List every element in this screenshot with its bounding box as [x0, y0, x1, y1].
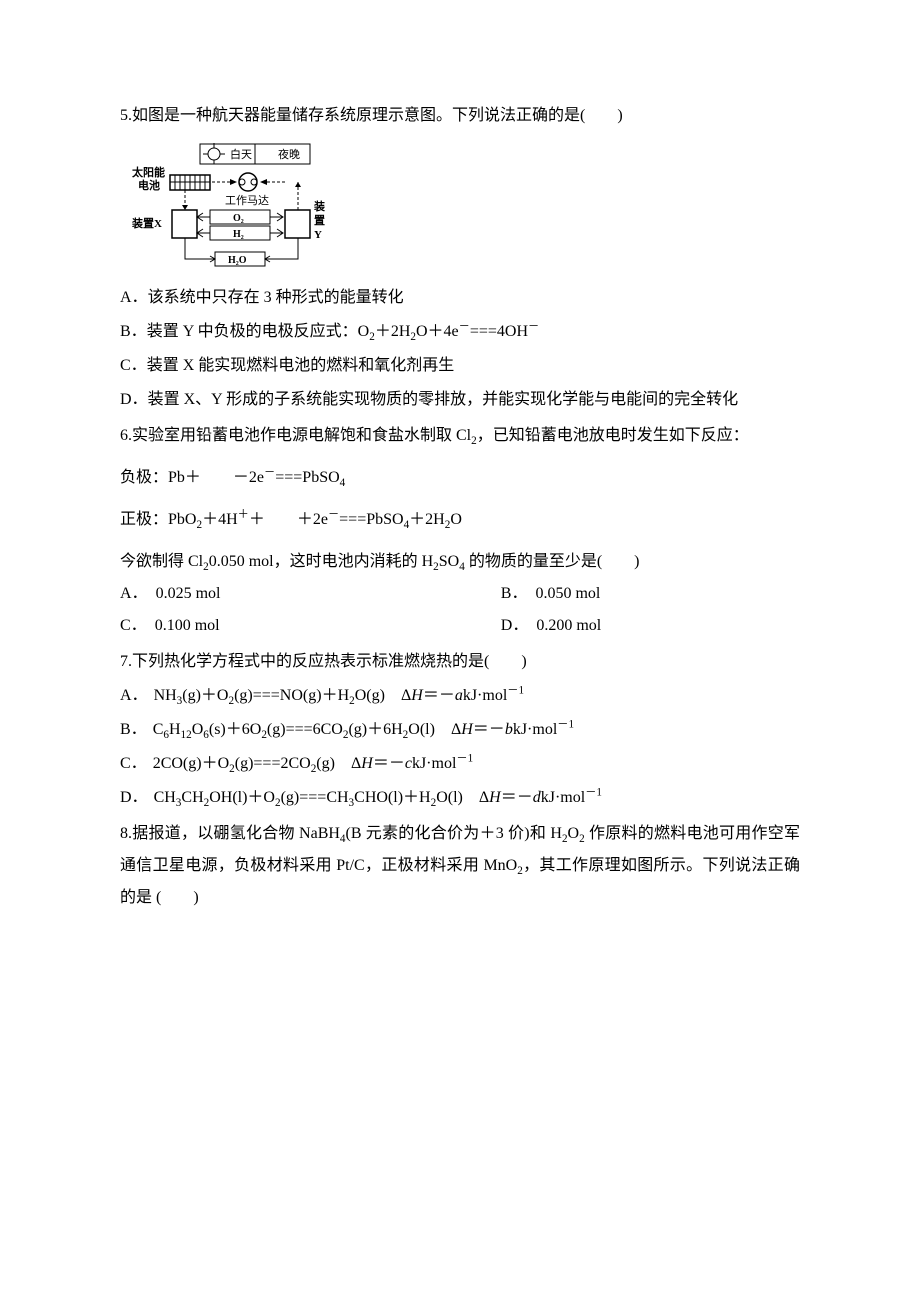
diagram-label-daytime: 白天	[230, 147, 252, 161]
q7-stem-text: 下列热化学方程式中的反应热表示标准燃烧热的是( )	[132, 653, 527, 670]
diagram-label-o2: O₂	[233, 213, 244, 224]
option-label-b: B．	[501, 585, 528, 602]
q5-option-b: B．装置 Y 中负极的电极反应式：O2＋2H2O＋4e－===4OH－	[120, 316, 800, 348]
question-6: 6.实验室用铅蓄电池作电源电解饱和食盐水制取 Cl2，已知铅蓄电池放电时发生如下…	[120, 420, 800, 642]
q5-stem-text: 如图是一种航天器能量储存系统原理示意图。下列说法正确的是( )	[132, 107, 623, 124]
option-label-c: C．	[120, 617, 147, 634]
diagram-label-solar: 太阳能	[131, 165, 165, 179]
q6-option-b: B． 0.050 mol	[501, 578, 800, 610]
q7-option-a: A． NH3(g)＋O2(g)===NO(g)＋H2O(g) ΔH＝－akJ·mo…	[120, 680, 800, 712]
diagram-label-h2: H₂	[233, 229, 244, 240]
q5-option-c: C．装置 X 能实现燃料电池的燃料和氧化剂再生	[120, 350, 800, 382]
question-8: 8.据报道，以硼氢化合物 NaBH4(B 元素的化合价为＋3 价)和 H2O2 …	[120, 818, 800, 914]
q7-option-d-text: CH3CH2OH(l)＋O2(g)===CH3CHO(l)＋H2O(l) ΔH＝…	[154, 789, 602, 806]
option-label-a: A．	[120, 585, 148, 602]
diagram-label-battery: 电池	[138, 178, 160, 192]
diagram-label-device-y1: 装	[313, 199, 325, 213]
option-label-b: B．	[120, 721, 147, 738]
q5-option-d: D．装置 X、Y 形成的子系统能实现物质的零排放，并能实现化学能与电能间的完全转…	[120, 384, 800, 416]
q7-option-c: C． 2CO(g)＋O2(g)===2CO2(g) ΔH＝－ckJ·mol－1	[120, 748, 800, 780]
diagram-label-night: 夜晚	[278, 147, 300, 161]
q6-option-b-text: 0.050 mol	[535, 585, 600, 602]
q5-option-b-text: 装置 Y 中负极的电极反应式：O2＋2H2O＋4e－===4OH－	[147, 323, 540, 340]
q6-option-a: A． 0.025 mol	[120, 578, 501, 610]
q6-option-c: C． 0.100 mol	[120, 610, 501, 642]
option-label-d: D．	[501, 617, 529, 634]
q6-option-d-text: 0.200 mol	[536, 617, 601, 634]
q6-stem: 6.实验室用铅蓄电池作电源电解饱和食盐水制取 Cl2，已知铅蓄电池放电时发生如下…	[120, 420, 800, 452]
q8-number: 8.	[120, 825, 132, 842]
q7-option-a-text: NH3(g)＋O2(g)===NO(g)＋H2O(g) ΔH＝－akJ·mol－…	[154, 687, 525, 704]
option-label-b: B．	[120, 323, 147, 340]
q6-option-c-text: 0.100 mol	[155, 617, 220, 634]
q5-option-a-text: 该系统中只存在 3 种形式的能量转化	[148, 289, 404, 306]
question-5: 5.如图是一种航天器能量储存系统原理示意图。下列说法正确的是( ) 白天 夜晚 …	[120, 100, 800, 416]
q6-options-row1: A． 0.025 mol B． 0.050 mol	[120, 578, 800, 610]
q7-option-b: B． C6H12O6(s)＋6O2(g)===6CO2(g)＋6H2O(l) ΔH…	[120, 714, 800, 746]
option-label-d: D．	[120, 789, 148, 806]
option-label-d: D．	[120, 391, 148, 408]
q6-options-row2: C． 0.100 mol D． 0.200 mol	[120, 610, 800, 642]
q7-option-d: D． CH3CH2OH(l)＋O2(g)===CH3CHO(l)＋H2O(l) Δ…	[120, 782, 800, 814]
diagram-label-device-x: 装置X	[131, 216, 162, 230]
q6-pos-electrode: 正极：PbO2＋4H＋＋ ＋2e－===PbSO4＋2H2O	[120, 504, 800, 536]
q7-option-c-text: 2CO(g)＋O2(g)===2CO2(g) ΔH＝－ckJ·mol－1	[153, 755, 474, 772]
q5-option-c-text: 装置 X 能实现燃料电池的燃料和氧化剂再生	[147, 357, 455, 374]
q7-number: 7.	[120, 653, 132, 670]
q6-option-a-text: 0.025 mol	[156, 585, 221, 602]
spacecraft-diagram-svg: 白天 夜晚 太阳能 电池 工作	[130, 142, 330, 272]
q7-option-b-text: C6H12O6(s)＋6O2(g)===6CO2(g)＋6H2O(l) ΔH＝－…	[153, 721, 574, 738]
diagram-label-device-y2: 置	[314, 214, 325, 227]
diagram-label-motor: 工作马达	[225, 194, 269, 207]
q5-option-a: A．该系统中只存在 3 种形式的能量转化	[120, 282, 800, 314]
option-label-c: C．	[120, 357, 147, 374]
option-label-c: C．	[120, 755, 147, 772]
q6-question: 今欲制得 Cl20.050 mol，这时电池内消耗的 H2SO4 的物质的量至少…	[120, 546, 800, 578]
q7-stem: 7.下列热化学方程式中的反应热表示标准燃烧热的是( )	[120, 646, 800, 678]
q5-stem: 5.如图是一种航天器能量储存系统原理示意图。下列说法正确的是( )	[120, 100, 800, 132]
q6-neg-electrode: 负极：Pb＋ －2e－===PbSO4	[120, 462, 800, 494]
q6-stem-text: 实验室用铅蓄电池作电源电解饱和食盐水制取 Cl2，已知铅蓄电池放电时发生如下反应…	[132, 427, 749, 444]
option-label-a: A．	[120, 289, 148, 306]
diagram-label-h2o: H₂O	[228, 255, 247, 266]
q8-stem-text: 据报道，以硼氢化合物 NaBH4(B 元素的化合价为＋3 价)和 H2O2 作原…	[120, 825, 800, 906]
q5-number: 5.	[120, 107, 132, 124]
q8-stem: 8.据报道，以硼氢化合物 NaBH4(B 元素的化合价为＋3 价)和 H2O2 …	[120, 818, 800, 914]
option-label-a: A．	[120, 687, 148, 704]
diagram-label-device-y3: Y	[314, 229, 322, 241]
q5-diagram: 白天 夜晚 太阳能 电池 工作	[130, 142, 800, 272]
question-7: 7.下列热化学方程式中的反应热表示标准燃烧热的是( ) A． NH3(g)＋O2(…	[120, 646, 800, 814]
q6-number: 6.	[120, 427, 132, 444]
q6-option-d: D． 0.200 mol	[501, 610, 800, 642]
q5-option-d-text: 装置 X、Y 形成的子系统能实现物质的零排放，并能实现化学能与电能间的完全转化	[148, 391, 739, 408]
